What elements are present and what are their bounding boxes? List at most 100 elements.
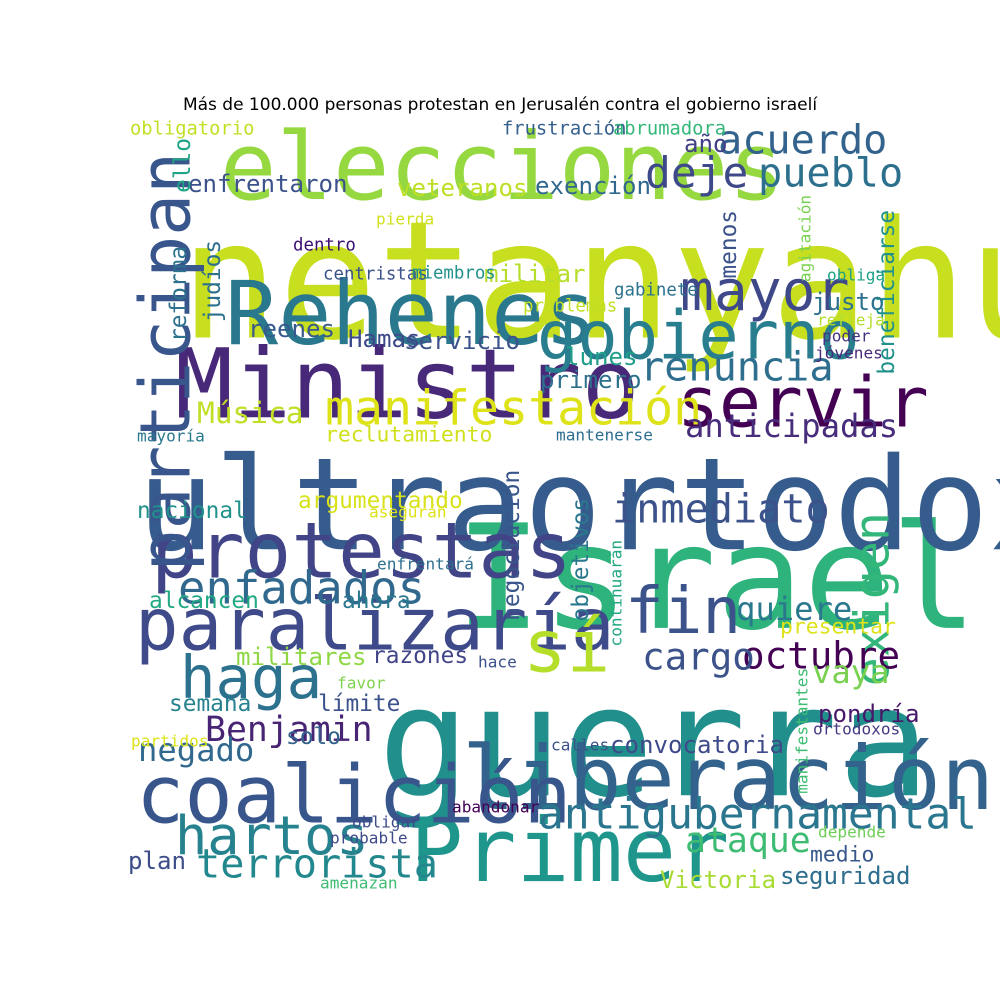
cloud-word: pueblo	[758, 150, 903, 196]
cloud-word: lunes	[565, 343, 638, 371]
cloud-word: enfadados	[178, 562, 425, 615]
cloud-word: objetivos	[568, 498, 594, 622]
cloud-word: reclutamiento	[325, 423, 492, 448]
cloud-word: medio	[810, 843, 874, 868]
cloud-word: problemas	[523, 297, 617, 317]
cloud-word: inmediato	[612, 486, 830, 532]
cloud-word: depende	[818, 823, 886, 842]
cloud-word: pondría	[818, 700, 920, 728]
cloud-word: mayor	[680, 259, 849, 324]
cloud-word: nacional	[137, 498, 247, 524]
cloud-word: primero	[540, 366, 642, 394]
cloud-word: mantenerse	[556, 426, 653, 445]
cloud-word: Música	[197, 396, 304, 430]
cloud-word: exención	[535, 172, 651, 200]
cloud-word: calles	[551, 736, 609, 755]
cloud-word: convocatoria	[610, 731, 784, 759]
cloud-word: frustración	[502, 119, 626, 140]
cloud-word: protestas	[151, 507, 572, 597]
cloud-word: renuncia	[640, 344, 834, 390]
cloud-word: hartos	[175, 804, 369, 867]
cloud-word: enfrentará	[377, 555, 474, 574]
cloud-word: ortodoxos	[813, 720, 900, 739]
cloud-word: manifestación	[325, 381, 702, 437]
cloud-word: ataque	[685, 821, 811, 861]
cloud-word: elecciones	[220, 113, 785, 222]
cloud-word: anticipadas	[685, 407, 898, 445]
cloud-word: servir	[677, 362, 929, 443]
cloud-word: probable	[330, 829, 408, 848]
cloud-word: amenazan	[320, 874, 398, 893]
cloud-word: abandonar	[452, 798, 540, 817]
cloud-word: participan	[125, 152, 206, 572]
cloud-word: año	[684, 130, 728, 158]
cloud-word: dentro	[293, 236, 356, 256]
cloud-word: negado	[138, 731, 254, 769]
cloud-word: veteranos	[397, 174, 528, 202]
cloud-word: reenes	[248, 315, 335, 343]
cloud-word: Benjamin	[205, 710, 373, 750]
cloud-word: deje	[645, 148, 748, 198]
cloud-word: guerra	[378, 654, 930, 832]
cloud-word: continuarán	[607, 540, 626, 647]
cloud-word: razones	[372, 643, 468, 669]
cloud-word: plan	[128, 847, 186, 875]
cloud-word: militares	[236, 643, 367, 671]
cloud-word: argumentando	[298, 488, 463, 514]
cloud-word: gabinete	[614, 281, 698, 301]
cloud-word: Ministro	[175, 327, 640, 440]
cloud-word: justo	[812, 288, 885, 316]
cloud-word: refleja	[817, 311, 885, 330]
cloud-word: cargo	[642, 634, 755, 678]
cloud-word: octubre	[742, 633, 900, 677]
cloud-word: beneficiarse	[874, 210, 900, 375]
cloud-word: judíos	[200, 240, 226, 322]
cloud-word: límite	[318, 691, 400, 717]
cloud-word: negociación	[499, 470, 525, 621]
cloud-word: militar	[484, 260, 586, 288]
cloud-word: vaya	[812, 653, 890, 691]
cloud-word: manifestantes	[793, 668, 812, 794]
cloud-word: paralizaría	[135, 583, 614, 667]
cloud-word: obligar	[352, 813, 420, 832]
cloud-word: ahora	[342, 588, 411, 614]
cloud-word: seguridad	[780, 862, 911, 890]
cloud-word: hace	[478, 653, 517, 672]
cloud-word: ello	[170, 138, 196, 193]
cloud-word: Rehenes	[225, 262, 598, 365]
cloud-word: poder	[822, 327, 871, 346]
cloud-word: quiere	[736, 590, 852, 628]
cloud-word: Hamas	[348, 325, 421, 353]
cloud-word: haga	[180, 643, 322, 712]
cloud-word: obligatorio	[130, 119, 254, 140]
cloud-word: miembros	[412, 264, 496, 284]
cloud-word: Victoria	[660, 866, 776, 894]
cloud-word: fin	[625, 574, 741, 649]
cloud-word: sí	[523, 605, 610, 689]
cloud-word: asegurán	[369, 503, 447, 522]
cloud-word: ultraortodoxos	[137, 431, 1000, 580]
cloud-word: netanyahu	[180, 186, 1000, 377]
cloud-word: servicio	[404, 327, 520, 355]
cloud-word: acuerdo	[718, 117, 887, 163]
cloud-word: alcancen	[149, 588, 259, 614]
cloud-word: liberación	[462, 727, 994, 830]
cloud-word: coalición	[136, 748, 572, 842]
cloud-word: terrorista	[196, 841, 438, 887]
cloud-word: Israel	[455, 495, 978, 663]
cloud-word: gobierno	[537, 296, 860, 374]
cloud-word: semana	[169, 691, 251, 717]
cloud-word: presentar	[780, 615, 896, 640]
cloud-word: pierda	[376, 210, 434, 229]
cloud-word: menos	[716, 210, 742, 279]
cloud-word: antigubernamental	[538, 789, 977, 839]
cloud-word: jóvenes	[815, 344, 883, 363]
cloud-word: enfrentaron	[188, 170, 348, 198]
cloud-word: Primer	[410, 799, 729, 902]
cloud-word: solo	[286, 724, 341, 750]
figure-title: Más de 100.000 personas protestan en Jer…	[182, 95, 818, 115]
cloud-word: obliga	[827, 266, 885, 285]
cloud-word: abrumadora	[613, 119, 726, 140]
cloud-word: mayoría	[137, 427, 205, 446]
